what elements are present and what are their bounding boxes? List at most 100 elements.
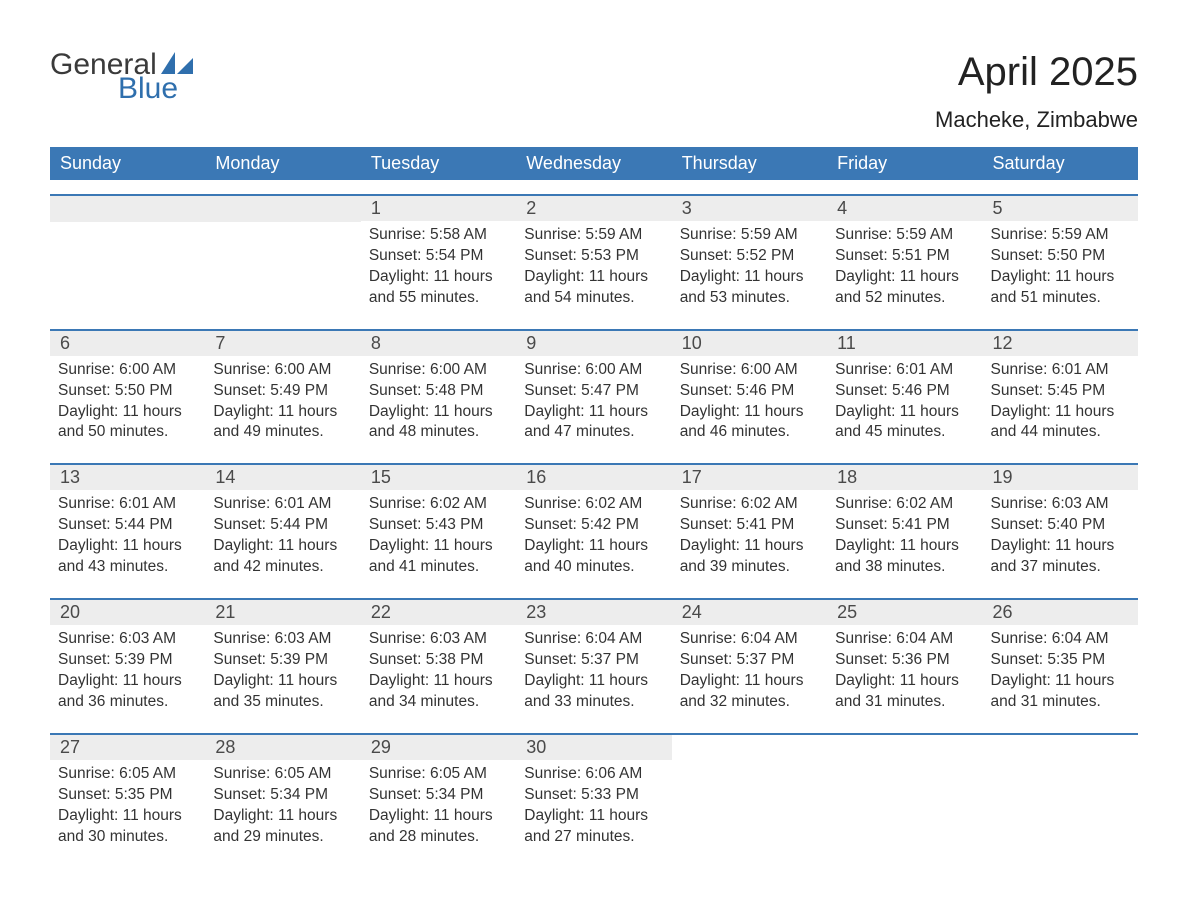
day-cell-empty (50, 196, 205, 315)
daylight-line: Daylight: 11 hours and 48 minutes. (369, 402, 508, 444)
day-cell: 20Sunrise: 6:03 AMSunset: 5:39 PMDayligh… (50, 600, 205, 719)
sunrise-line: Sunrise: 6:03 AM (58, 629, 197, 650)
sunrise-line: Sunrise: 6:03 AM (213, 629, 352, 650)
weekday-label: Thursday (672, 147, 827, 180)
sunset-line: Sunset: 5:34 PM (213, 785, 352, 806)
day-body: Sunrise: 6:02 AMSunset: 5:41 PMDaylight:… (835, 494, 974, 578)
sunrise-line: Sunrise: 5:59 AM (524, 225, 663, 246)
day-body: Sunrise: 6:05 AMSunset: 5:34 PMDaylight:… (369, 764, 508, 848)
daylight-line: Daylight: 11 hours and 45 minutes. (835, 402, 974, 444)
day-number-row: 23 (516, 600, 671, 625)
sunset-line: Sunset: 5:37 PM (680, 650, 819, 671)
day-number: 21 (215, 602, 235, 622)
day-cell: 1Sunrise: 5:58 AMSunset: 5:54 PMDaylight… (361, 196, 516, 315)
day-number-row: 16 (516, 465, 671, 490)
sunrise-line: Sunrise: 6:03 AM (991, 494, 1130, 515)
day-cell: 26 Sunrise: 6:04 AMSunset: 5:35 PMDayligh… (983, 600, 1138, 719)
day-number-row: 21 (205, 600, 360, 625)
day-number-row: 12 (983, 331, 1138, 356)
day-body: Sunrise: 6:03 AMSunset: 5:40 PMDaylight:… (991, 494, 1130, 578)
day-body: Sunrise: 5:59 AMSunset: 5:53 PMDaylight:… (524, 225, 663, 309)
day-body: Sunrise: 6:02 AMSunset: 5:42 PMDaylight:… (524, 494, 663, 578)
sunrise-line: Sunrise: 6:06 AM (524, 764, 663, 785)
sunrise-line: Sunrise: 5:58 AM (369, 225, 508, 246)
weekday-header: SundayMondayTuesdayWednesdayThursdayFrid… (50, 147, 1138, 180)
day-body: Sunrise: 6:04 AMSunset: 5:35 PMDaylight:… (991, 629, 1130, 713)
day-number: 11 (837, 333, 856, 353)
day-number-row: 30 (516, 735, 671, 760)
day-cell: 25 Sunrise: 6:04 AMSunset: 5:36 PMDayligh… (827, 600, 982, 719)
title-block: April 2025 Macheke, Zimbabwe (935, 50, 1138, 133)
day-cell: 21 Sunrise: 6:03 AMSunset: 5:39 PMDayligh… (205, 600, 360, 719)
sunrise-line: Sunrise: 6:04 AM (991, 629, 1130, 650)
day-cell: 19 Sunrise: 6:03 AMSunset: 5:40 PMDayligh… (983, 465, 1138, 584)
day-cell: 16 Sunrise: 6:02 AMSunset: 5:42 PMDayligh… (516, 465, 671, 584)
day-cell-empty (205, 196, 360, 315)
day-number-row: 13 (50, 465, 205, 490)
day-number-row: 22 (361, 600, 516, 625)
weekday-label: Monday (205, 147, 360, 180)
sunset-line: Sunset: 5:46 PM (835, 381, 974, 402)
day-cell: 6Sunrise: 6:00 AMSunset: 5:50 PMDaylight… (50, 331, 205, 450)
day-body: Sunrise: 6:06 AMSunset: 5:33 PMDaylight:… (524, 764, 663, 848)
day-number: 18 (837, 467, 857, 487)
day-number-row: 19 (983, 465, 1138, 490)
day-cell: 30 Sunrise: 6:06 AMSunset: 5:33 PMDayligh… (516, 735, 671, 854)
day-number: 19 (993, 467, 1013, 487)
sunset-line: Sunset: 5:53 PM (524, 246, 663, 267)
day-body: Sunrise: 6:04 AMSunset: 5:36 PMDaylight:… (835, 629, 974, 713)
page-title: April 2025 (935, 50, 1138, 95)
day-body: Sunrise: 6:04 AMSunset: 5:37 PMDaylight:… (680, 629, 819, 713)
day-number: 10 (682, 333, 702, 353)
daylight-line: Daylight: 11 hours and 51 minutes. (991, 267, 1130, 309)
day-cell: 29Sunrise: 6:05 AMSunset: 5:34 PMDayligh… (361, 735, 516, 854)
sunset-line: Sunset: 5:35 PM (58, 785, 197, 806)
daylight-line: Daylight: 11 hours and 28 minutes. (369, 806, 508, 848)
sunrise-line: Sunrise: 5:59 AM (991, 225, 1130, 246)
daylight-line: Daylight: 11 hours and 37 minutes. (991, 536, 1130, 578)
day-body: Sunrise: 6:03 AMSunset: 5:39 PMDaylight:… (213, 629, 352, 713)
day-number-row (827, 735, 982, 761)
day-cell: 28Sunrise: 6:05 AMSunset: 5:34 PMDayligh… (205, 735, 360, 854)
day-cell: 15Sunrise: 6:02 AMSunset: 5:43 PMDayligh… (361, 465, 516, 584)
day-body: Sunrise: 6:00 AMSunset: 5:49 PMDaylight:… (213, 360, 352, 444)
day-cell: 14Sunrise: 6:01 AMSunset: 5:44 PMDayligh… (205, 465, 360, 584)
day-cell-empty (672, 735, 827, 854)
sunrise-line: Sunrise: 6:00 AM (369, 360, 508, 381)
day-number-row: 24 (672, 600, 827, 625)
daylight-line: Daylight: 11 hours and 34 minutes. (369, 671, 508, 713)
day-number: 26 (993, 602, 1013, 622)
week-row: 1Sunrise: 5:58 AMSunset: 5:54 PMDaylight… (50, 194, 1138, 315)
daylight-line: Daylight: 11 hours and 31 minutes. (991, 671, 1130, 713)
daylight-line: Daylight: 11 hours and 41 minutes. (369, 536, 508, 578)
daylight-line: Daylight: 11 hours and 43 minutes. (58, 536, 197, 578)
day-body: Sunrise: 5:58 AMSunset: 5:54 PMDaylight:… (369, 225, 508, 309)
sunset-line: Sunset: 5:39 PM (213, 650, 352, 671)
sunset-line: Sunset: 5:39 PM (58, 650, 197, 671)
day-body: Sunrise: 5:59 AMSunset: 5:51 PMDaylight:… (835, 225, 974, 309)
location-label: Macheke, Zimbabwe (935, 107, 1138, 133)
day-body: Sunrise: 5:59 AMSunset: 5:52 PMDaylight:… (680, 225, 819, 309)
sunrise-line: Sunrise: 6:04 AM (835, 629, 974, 650)
day-number: 16 (526, 467, 546, 487)
sunset-line: Sunset: 5:33 PM (524, 785, 663, 806)
day-number-row: 8 (361, 331, 516, 356)
sunset-line: Sunset: 5:50 PM (991, 246, 1130, 267)
weekday-label: Saturday (983, 147, 1138, 180)
day-number: 13 (60, 467, 80, 487)
sunset-line: Sunset: 5:49 PM (213, 381, 352, 402)
day-number-row: 25 (827, 600, 982, 625)
daylight-line: Daylight: 11 hours and 40 minutes. (524, 536, 663, 578)
day-body: Sunrise: 6:00 AMSunset: 5:48 PMDaylight:… (369, 360, 508, 444)
day-body: Sunrise: 6:00 AMSunset: 5:50 PMDaylight:… (58, 360, 197, 444)
day-number-row: 5 (983, 196, 1138, 221)
day-number: 9 (526, 333, 536, 353)
sunrise-line: Sunrise: 6:01 AM (58, 494, 197, 515)
day-cell: 22Sunrise: 6:03 AMSunset: 5:38 PMDayligh… (361, 600, 516, 719)
sunrise-line: Sunrise: 6:05 AM (58, 764, 197, 785)
sunset-line: Sunset: 5:47 PM (524, 381, 663, 402)
day-number-row: 15 (361, 465, 516, 490)
day-number: 7 (215, 333, 225, 353)
day-cell: 4Sunrise: 5:59 AMSunset: 5:51 PMDaylight… (827, 196, 982, 315)
day-cell: 5 Sunrise: 5:59 AMSunset: 5:50 PMDaylight… (983, 196, 1138, 315)
